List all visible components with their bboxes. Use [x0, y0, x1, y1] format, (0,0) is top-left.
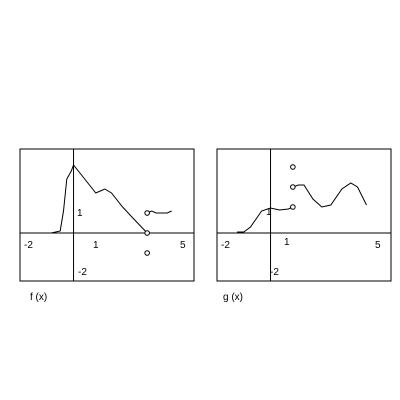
g-open-point-1: [290, 164, 296, 170]
f-graph-title: f (x): [30, 292, 47, 303]
g-open-point-2: [290, 184, 296, 190]
f-graph-frame: [19, 148, 195, 282]
g-open-point-3: [290, 204, 296, 210]
g-curve-segment-2: [292, 182, 367, 208]
g-graph-title: g (x): [223, 292, 243, 303]
g-curve-segment-1: [237, 206, 294, 233]
f-curve-segment-1: [51, 163, 148, 234]
f-y-tick-neg2: -2: [78, 267, 87, 278]
f-open-point-1: [144, 210, 150, 216]
f-graph-panel: -2 1 5 1 -2 f (x): [19, 148, 195, 303]
g-graph-frame: [216, 148, 392, 282]
f-x-tick-neg2: -2: [24, 240, 33, 251]
f-curve-segment-2: [146, 210, 172, 214]
g-x-tick-5: 5: [375, 240, 381, 251]
f-y-tick-1: 1: [77, 208, 83, 219]
g-graph-panel: -2 1 5 1 -2 g (x): [216, 148, 392, 303]
f-x-tick-5: 5: [180, 240, 186, 251]
g-y-tick-1: 1: [266, 207, 272, 218]
g-x-tick-1: 1: [284, 237, 290, 248]
f-open-point-3: [144, 250, 150, 256]
g-x-tick-neg2: -2: [221, 240, 230, 251]
g-y-tick-neg2: -2: [270, 267, 279, 278]
f-x-tick-1: 1: [93, 240, 99, 251]
f-open-point-2: [144, 230, 150, 236]
